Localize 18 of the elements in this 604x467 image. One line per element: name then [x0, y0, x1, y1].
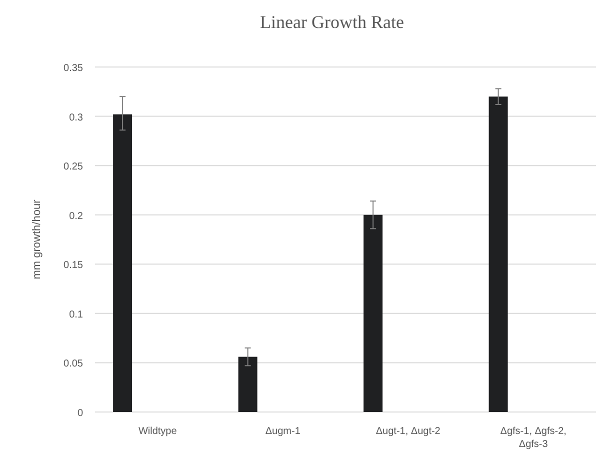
y-tick-label: 0	[77, 408, 84, 419]
y-tick-label: 0.25	[64, 162, 84, 173]
y-tick-label: 0.05	[64, 358, 84, 370]
bar	[488, 96, 508, 412]
bar	[238, 356, 258, 412]
y-tick-label: 0.3	[69, 112, 84, 124]
chart-title: Linear Growth Rate	[260, 12, 404, 32]
y-tick-label: 0.2	[69, 210, 84, 222]
bar	[113, 114, 132, 412]
bar	[364, 214, 383, 412]
x-tick-label: Δgfs-1, Δgfs-2, Δgfs-3	[500, 426, 566, 450]
x-tick-label: Δugm-1	[265, 426, 301, 437]
y-tick-label: 0.35	[64, 63, 84, 74]
x-tick-label: Δugt-1, Δugt-2	[376, 426, 441, 437]
y-tick-label: 0.15	[64, 260, 84, 272]
y-tick-label: 0.1	[69, 309, 84, 320]
x-tick-label: Wildtype	[138, 426, 178, 437]
y-axis-title: mm growth/hour	[31, 199, 43, 280]
